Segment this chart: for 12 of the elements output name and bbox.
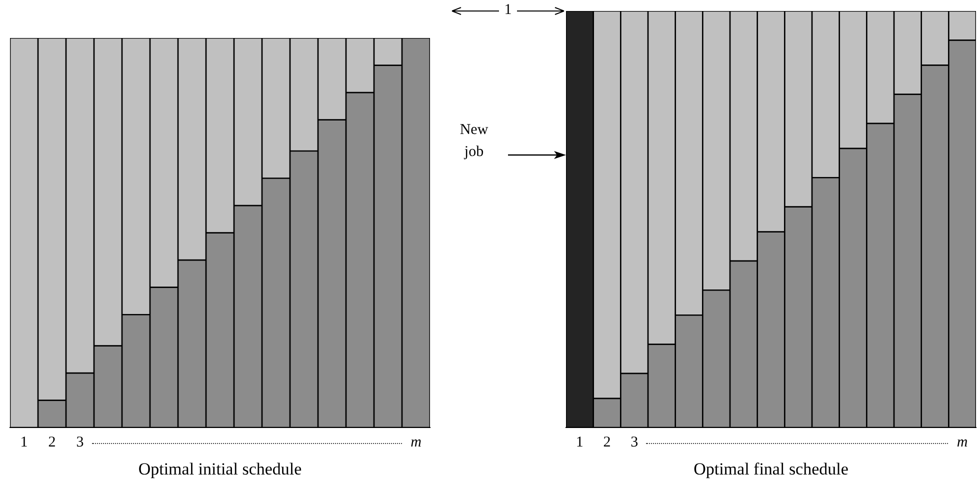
text: New job — [458, 121, 490, 162]
x-tick-label: m — [956, 434, 968, 451]
x-tick-label: 2 — [48, 434, 56, 451]
x-tick-label: 1 — [576, 434, 584, 451]
x-tick-label: 3 — [630, 434, 638, 451]
x-tick-label: 1 — [20, 434, 28, 451]
x-tick-label: 2 — [603, 434, 611, 451]
text: Optimal initial schedule — [138, 459, 302, 478]
text: Optimal final schedule — [694, 459, 848, 478]
x-tick-label: 3 — [76, 434, 84, 451]
x-tick-label: m — [410, 434, 422, 451]
text: 1 — [503, 1, 513, 20]
